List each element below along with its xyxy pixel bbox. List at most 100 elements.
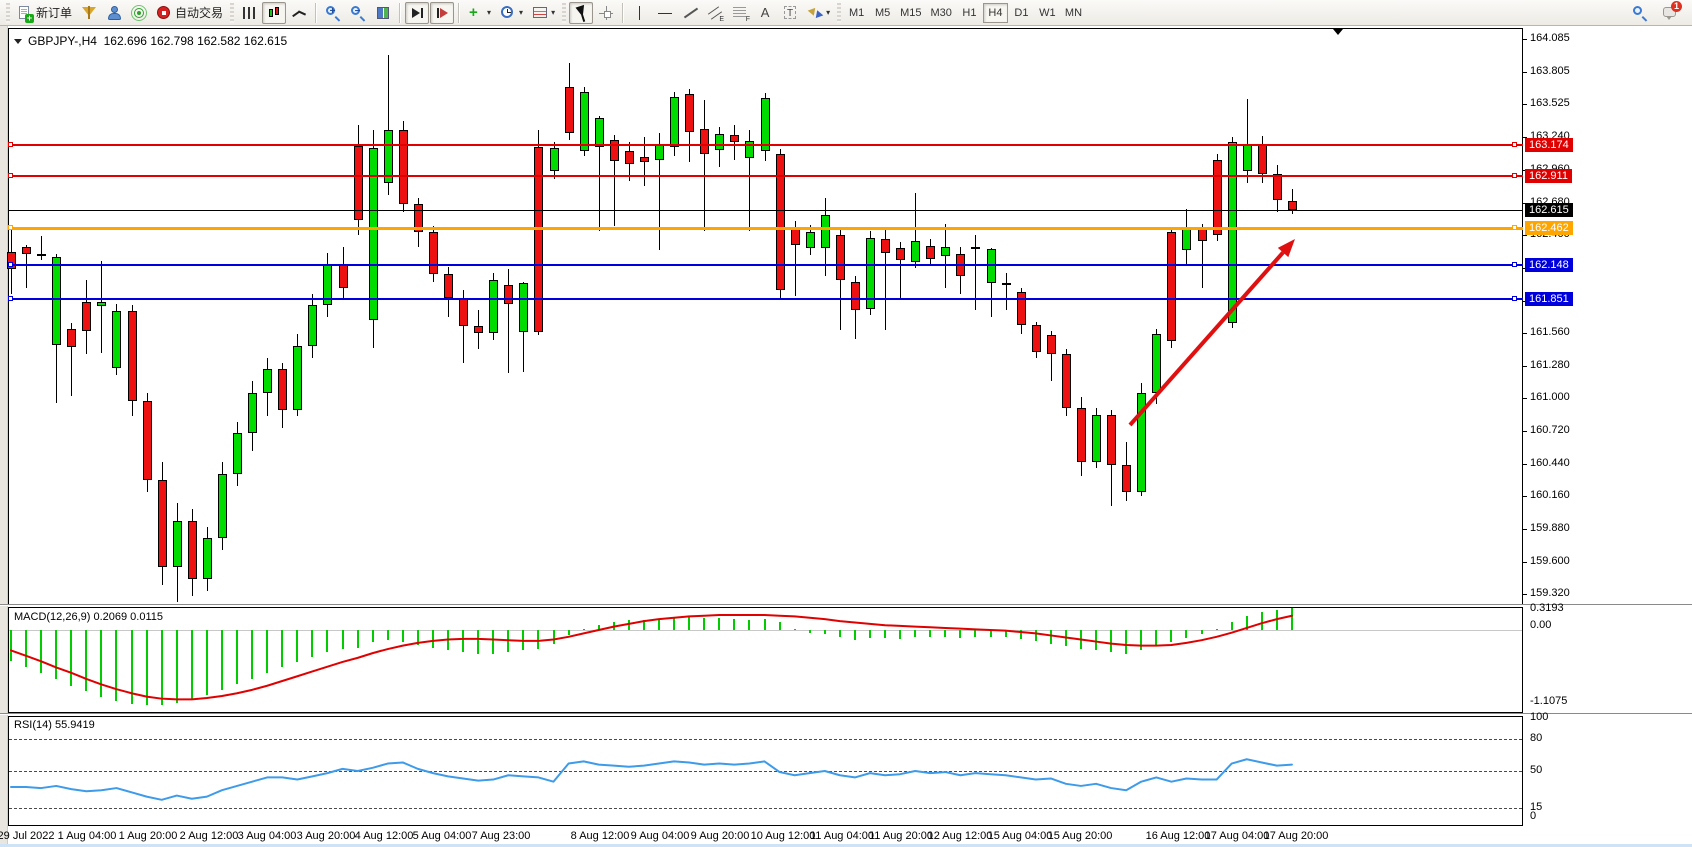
level-line[interactable] xyxy=(8,226,1523,230)
timeframe-m5[interactable]: M5 xyxy=(874,6,891,19)
panel-separator[interactable] xyxy=(0,713,1692,715)
candle xyxy=(67,328,77,348)
timeframe-m15[interactable]: M15 xyxy=(900,6,922,19)
zoom-out-button[interactable]: − xyxy=(346,2,370,24)
macd-label: MACD(12,26,9) 0.2069 0.0115 xyxy=(14,611,163,623)
price-axis-label: 161.280 xyxy=(1530,358,1570,371)
chart-title[interactable]: GBPJPY-,H4 162.696 162.798 162.582 162.6… xyxy=(14,34,287,48)
date-label: 16 Aug 12:00 xyxy=(1145,830,1211,842)
templates-button[interactable]: ▾ xyxy=(528,2,559,24)
chart-shift-marker-icon[interactable] xyxy=(1333,29,1343,35)
timeframe-m30[interactable]: M30 xyxy=(930,6,952,19)
date-label: 4 Aug 12:00 xyxy=(354,830,414,842)
macd-histogram-bar xyxy=(838,630,841,637)
crosshair-button[interactable] xyxy=(594,2,618,24)
indicators-button[interactable]: + ▾ xyxy=(469,3,492,21)
candle xyxy=(1092,414,1102,463)
macd-histogram-bar xyxy=(462,630,465,653)
current-price-line[interactable] xyxy=(8,209,1523,211)
level-line[interactable] xyxy=(8,298,1523,301)
macd-histogram-bar xyxy=(642,619,645,630)
macd-histogram-bar xyxy=(100,630,103,697)
price-axis-tick xyxy=(1523,398,1527,400)
line-chart-icon xyxy=(291,5,307,21)
auto-trading-label: 自动交易 xyxy=(175,6,224,20)
signals-button[interactable] xyxy=(127,2,151,24)
price-axis-tick xyxy=(1523,137,1527,139)
chart-title-dropdown-icon[interactable] xyxy=(14,39,22,45)
search-button[interactable] xyxy=(1628,2,1652,24)
auto-trading-button[interactable]: 自动交易 xyxy=(152,2,227,24)
macd-panel[interactable] xyxy=(8,607,1523,713)
candle-wick xyxy=(598,116,600,231)
price-axis-label: 161.560 xyxy=(1530,326,1570,339)
macd-axis-label: 0.00 xyxy=(1530,619,1552,631)
channel-button[interactable]: E xyxy=(703,2,727,24)
level-line[interactable] xyxy=(8,263,1523,266)
timeframe-w1[interactable]: W1 xyxy=(1039,6,1056,19)
panel-separator[interactable] xyxy=(0,604,1692,606)
notification-badge: 1 xyxy=(1671,0,1682,12)
fibonacci-button[interactable]: F xyxy=(728,2,752,24)
text-label-button[interactable]: T xyxy=(778,2,802,24)
line-handle[interactable] xyxy=(1512,172,1517,178)
date-axis[interactable]: 29 Jul 2022 1 Aug 04:00 1 Aug 20:00 2 Aug 1… xyxy=(0,826,1692,844)
styler-button[interactable] xyxy=(77,2,101,24)
level-line[interactable] xyxy=(8,144,1523,147)
macd-signal-line xyxy=(10,614,1293,701)
timeframe-m1[interactable]: M1 xyxy=(848,6,865,19)
line-handle[interactable] xyxy=(1512,261,1517,267)
new-order-button[interactable]: + 新订单 xyxy=(13,2,76,24)
candlestick-chart-button[interactable] xyxy=(262,1,287,24)
zoom-in-icon: + xyxy=(325,5,341,21)
rsi-level-line xyxy=(9,808,1522,809)
candle xyxy=(217,474,227,539)
line-chart-button[interactable] xyxy=(287,2,311,24)
trendline-button[interactable] xyxy=(678,2,702,24)
candle-wick xyxy=(613,135,615,226)
line-handle[interactable] xyxy=(8,142,13,148)
text-button[interactable]: A xyxy=(753,2,777,24)
horizontal-line-button[interactable] xyxy=(653,2,677,24)
timeframe-h4[interactable]: H4 xyxy=(982,2,1008,23)
bar-chart-button[interactable] xyxy=(237,2,261,24)
macd-histogram-bar xyxy=(115,630,118,701)
profile-button[interactable] xyxy=(102,2,126,24)
cursor-button[interactable] xyxy=(569,1,594,24)
price-axis[interactable]: 164.085163.805163.525163.240162.960162.6… xyxy=(1523,26,1692,847)
macd-histogram-bar xyxy=(1140,630,1143,651)
line-handle[interactable] xyxy=(8,172,13,178)
candle xyxy=(1107,414,1117,465)
macd-histogram-bar xyxy=(1245,616,1248,630)
periods-button[interactable]: ▾ xyxy=(496,2,527,24)
macd-histogram-bar xyxy=(673,617,676,630)
candle xyxy=(37,253,47,257)
zoom-in-button[interactable]: + xyxy=(321,2,345,24)
shapes-button[interactable]: ▾ xyxy=(803,2,834,24)
line-handle[interactable] xyxy=(1512,296,1517,302)
tile-windows-button[interactable] xyxy=(371,2,395,24)
level-line[interactable] xyxy=(8,174,1523,177)
line-handle[interactable] xyxy=(8,296,13,302)
timeframe-h1[interactable]: H1 xyxy=(962,6,977,19)
chart-shift-button[interactable] xyxy=(430,1,455,24)
line-handle[interactable] xyxy=(8,225,13,231)
notifications-button[interactable]: 1 xyxy=(1658,0,1682,24)
macd-histogram-bar xyxy=(190,630,193,700)
auto-scroll-button[interactable] xyxy=(405,1,430,24)
line-handle[interactable] xyxy=(1512,142,1517,148)
macd-histogram-bar xyxy=(627,620,630,630)
date-label: 9 Aug 04:00 xyxy=(630,830,690,842)
timeframe-mn[interactable]: MN xyxy=(1064,6,1083,19)
trend-arrow[interactable] xyxy=(0,26,1523,847)
candle xyxy=(881,238,891,253)
timeframe-d1[interactable]: D1 xyxy=(1014,6,1029,19)
line-handle[interactable] xyxy=(1512,225,1517,231)
vertical-line-button[interactable] xyxy=(628,2,652,24)
macd-histogram-bar xyxy=(1290,608,1293,630)
text-icon: A xyxy=(760,4,770,20)
toolbar-grip[interactable] xyxy=(6,2,10,23)
toolbar: + 新订单 自动交易 + − + ▾ ▾ ▾ E F A T ▾ M1 M5 M15 M… xyxy=(0,0,1692,26)
price-axis-label: 160.440 xyxy=(1530,456,1570,469)
line-handle[interactable] xyxy=(8,261,13,267)
